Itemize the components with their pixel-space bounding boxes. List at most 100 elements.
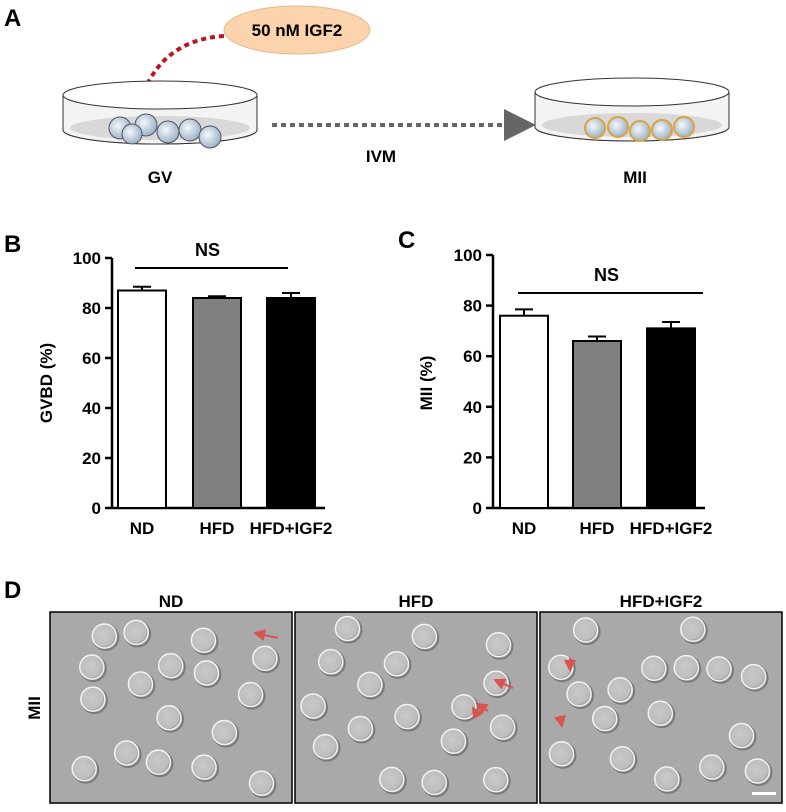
x-tick-label: ND [512, 519, 537, 538]
x-tick-label: HFD [200, 519, 235, 538]
oocyte [548, 741, 575, 767]
oocyte [300, 693, 326, 719]
oocyte [191, 754, 217, 780]
oocyte [123, 619, 149, 646]
process-label: IVM [366, 147, 396, 166]
y-tick-label: 0 [92, 499, 101, 518]
arrow [554, 715, 566, 728]
column-title: ND [159, 592, 184, 611]
oocyte [485, 632, 512, 658]
x-tick-label: HFD+IGF2 [630, 519, 713, 538]
oocyte [317, 648, 344, 675]
oocyte [451, 693, 477, 720]
y-tick-label: 100 [73, 249, 101, 268]
oocyte [607, 677, 633, 703]
oocyte [654, 766, 680, 792]
oocyte [566, 681, 592, 707]
oocyte [489, 714, 516, 740]
column-title: HFD+IGF2 [620, 592, 703, 611]
y-tick-label: 100 [454, 246, 482, 265]
oocyte [252, 645, 278, 672]
y-tick-label: 80 [463, 297, 482, 316]
micrographs [49, 611, 783, 804]
oocyte [394, 703, 420, 730]
oocyte [744, 758, 771, 784]
oocyte [379, 766, 405, 793]
oocyte [248, 770, 275, 796]
diagram: 50 nM IGF2 GV IVM MII [62, 5, 730, 187]
y-tick-label: 40 [463, 398, 482, 417]
arrow [493, 678, 514, 690]
dish [62, 80, 258, 149]
oocyte [190, 627, 217, 654]
y-tick-label: 0 [473, 499, 482, 518]
bar [646, 327, 696, 509]
oocyte [347, 715, 374, 742]
oocyte [127, 671, 154, 697]
oocyte [383, 650, 410, 677]
oocyte [699, 754, 725, 780]
y-axis-label: GVBD (%) [37, 343, 56, 423]
oocyte [71, 755, 97, 782]
oocyte [113, 740, 140, 766]
oocyte [357, 671, 383, 698]
oocyte [80, 686, 106, 712]
treatment-label: 50 nM IGF2 [252, 21, 343, 40]
y-axis-label: MII (%) [417, 356, 436, 411]
oocyte [673, 654, 700, 681]
bar [499, 314, 549, 509]
arrow [471, 706, 484, 720]
oocyte [156, 704, 182, 731]
bar [192, 297, 242, 509]
oocyte [312, 733, 339, 760]
dish [534, 77, 730, 142]
annotation: NS [594, 265, 619, 285]
panel-label: B [4, 231, 21, 258]
oocyte [647, 700, 674, 726]
bar [572, 340, 622, 509]
oocyte [740, 663, 767, 690]
oocyte [193, 660, 220, 686]
oocyte [334, 615, 361, 642]
oocyte [211, 719, 238, 746]
oocyte [157, 652, 184, 679]
oocyte [145, 749, 172, 775]
y-tick-label: 80 [82, 299, 101, 318]
bar [117, 289, 167, 509]
y-tick-label: 60 [82, 349, 101, 368]
panel-label: A [4, 5, 21, 32]
x-tick-label: HFD [580, 519, 615, 538]
scale-bar [752, 792, 776, 795]
oocyte [680, 616, 706, 642]
oocyte [91, 623, 118, 649]
oocyte [482, 766, 509, 793]
oocyte [411, 623, 438, 650]
oocyte [706, 656, 732, 682]
oocyte [728, 722, 755, 749]
y-tick-label: 20 [82, 449, 101, 468]
stage-label: MII [623, 168, 647, 187]
oocyte [572, 617, 599, 643]
oocyte [591, 705, 618, 732]
bar [266, 297, 316, 509]
oocyte [421, 769, 447, 796]
x-tick-label: HFD+IGF2 [250, 519, 333, 538]
y-tick-label: 20 [463, 448, 482, 467]
treatment-bubble [223, 5, 371, 55]
oocyte [609, 745, 636, 772]
annotation: NS [195, 240, 220, 260]
column-title: HFD [399, 592, 434, 611]
arrow [253, 629, 279, 641]
stage-label: GV [148, 168, 173, 187]
oocyte [641, 655, 667, 681]
panel-label: C [398, 227, 415, 254]
oocyte [237, 681, 264, 708]
panel-label: D [4, 577, 21, 604]
y-tick-label: 40 [82, 399, 101, 418]
row-label: MII [25, 696, 44, 720]
oocyte [440, 728, 467, 754]
oocyte [79, 654, 105, 680]
y-tick-label: 60 [463, 347, 482, 366]
x-tick-label: ND [130, 519, 155, 538]
